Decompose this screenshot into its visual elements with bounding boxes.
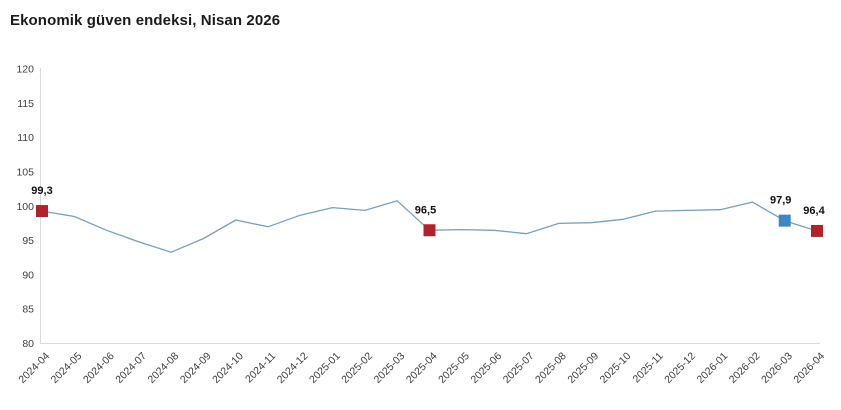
chart-area: 80 85 90 95 100 105 110 115 120 2024-04 2024-05 202… <box>0 35 841 410</box>
x-tick-label: 2024-05 <box>49 350 85 386</box>
x-tick-label: 2025-02 <box>339 350 375 386</box>
x-tick-label: 2024-06 <box>81 350 117 386</box>
line-chart: 808590951001051101151202024-042024-05202… <box>16 64 827 386</box>
x-tick-label: 2024-04 <box>16 350 52 386</box>
annotations: 99,3 96,5 97,9 96,4 <box>31 185 826 237</box>
axes <box>40 68 820 344</box>
highlight-marker <box>36 205 48 218</box>
x-tick-label: 2026-04 <box>791 350 827 386</box>
x-tick-label: 2024-12 <box>275 350 311 386</box>
highlight-marker <box>778 214 791 227</box>
value-label: 96,4 <box>803 205 825 217</box>
value-label: 97,9 <box>770 195 791 207</box>
x-axis-labels: 2024-042024-052024-062024-072024-082024-… <box>16 350 827 386</box>
y-tick-label: 115 <box>17 98 34 110</box>
x-tick-label: 2024-09 <box>178 350 214 386</box>
value-label: 96,5 <box>415 204 436 216</box>
x-tick-label: 2025-05 <box>436 350 472 386</box>
x-tick-label: 2025-09 <box>565 350 601 386</box>
x-tick-label: 2025-08 <box>533 350 569 386</box>
y-tick-label: 85 <box>22 304 34 316</box>
highlight-marker <box>423 224 436 237</box>
x-tick-label: 2025-10 <box>598 350 634 386</box>
x-tick-label: 2025-03 <box>372 350 408 386</box>
x-tick-label: 2025-04 <box>404 350 440 386</box>
x-tick-label: 2026-03 <box>759 350 795 386</box>
y-axis-labels: 80 85 90 95 100 105 110 115 120 <box>16 64 34 351</box>
y-tick-label: 120 <box>16 64 34 76</box>
y-tick-label: 95 <box>22 235 34 247</box>
x-tick-label: 2026-01 <box>695 350 731 386</box>
y-tick-label: 105 <box>16 166 34 178</box>
x-tick-label: 2025-11 <box>630 350 665 385</box>
x-tick-label: 2025-06 <box>468 350 504 386</box>
x-tick-label: 2024-11 <box>243 350 278 385</box>
x-tick-label: 2024-10 <box>210 350 246 386</box>
value-label: 99,3 <box>31 185 52 197</box>
y-tick-label: 90 <box>22 269 34 281</box>
y-tick-label: 110 <box>17 132 34 144</box>
y-tick-label: 80 <box>22 338 34 350</box>
x-tick-label: 2024-08 <box>146 350 182 386</box>
x-tick-label: 2024-07 <box>113 350 149 386</box>
x-tick-label: 2025-07 <box>501 350 537 386</box>
y-tick-label: 100 <box>16 201 34 213</box>
x-tick-label: 2025-12 <box>662 350 698 386</box>
x-tick-label: 2025-01 <box>307 350 343 386</box>
chart-title: Ekonomik güven endeksi, Nisan 2026 <box>10 12 281 29</box>
x-tick-label: 2026-02 <box>727 350 763 386</box>
highlight-marker <box>811 224 823 237</box>
